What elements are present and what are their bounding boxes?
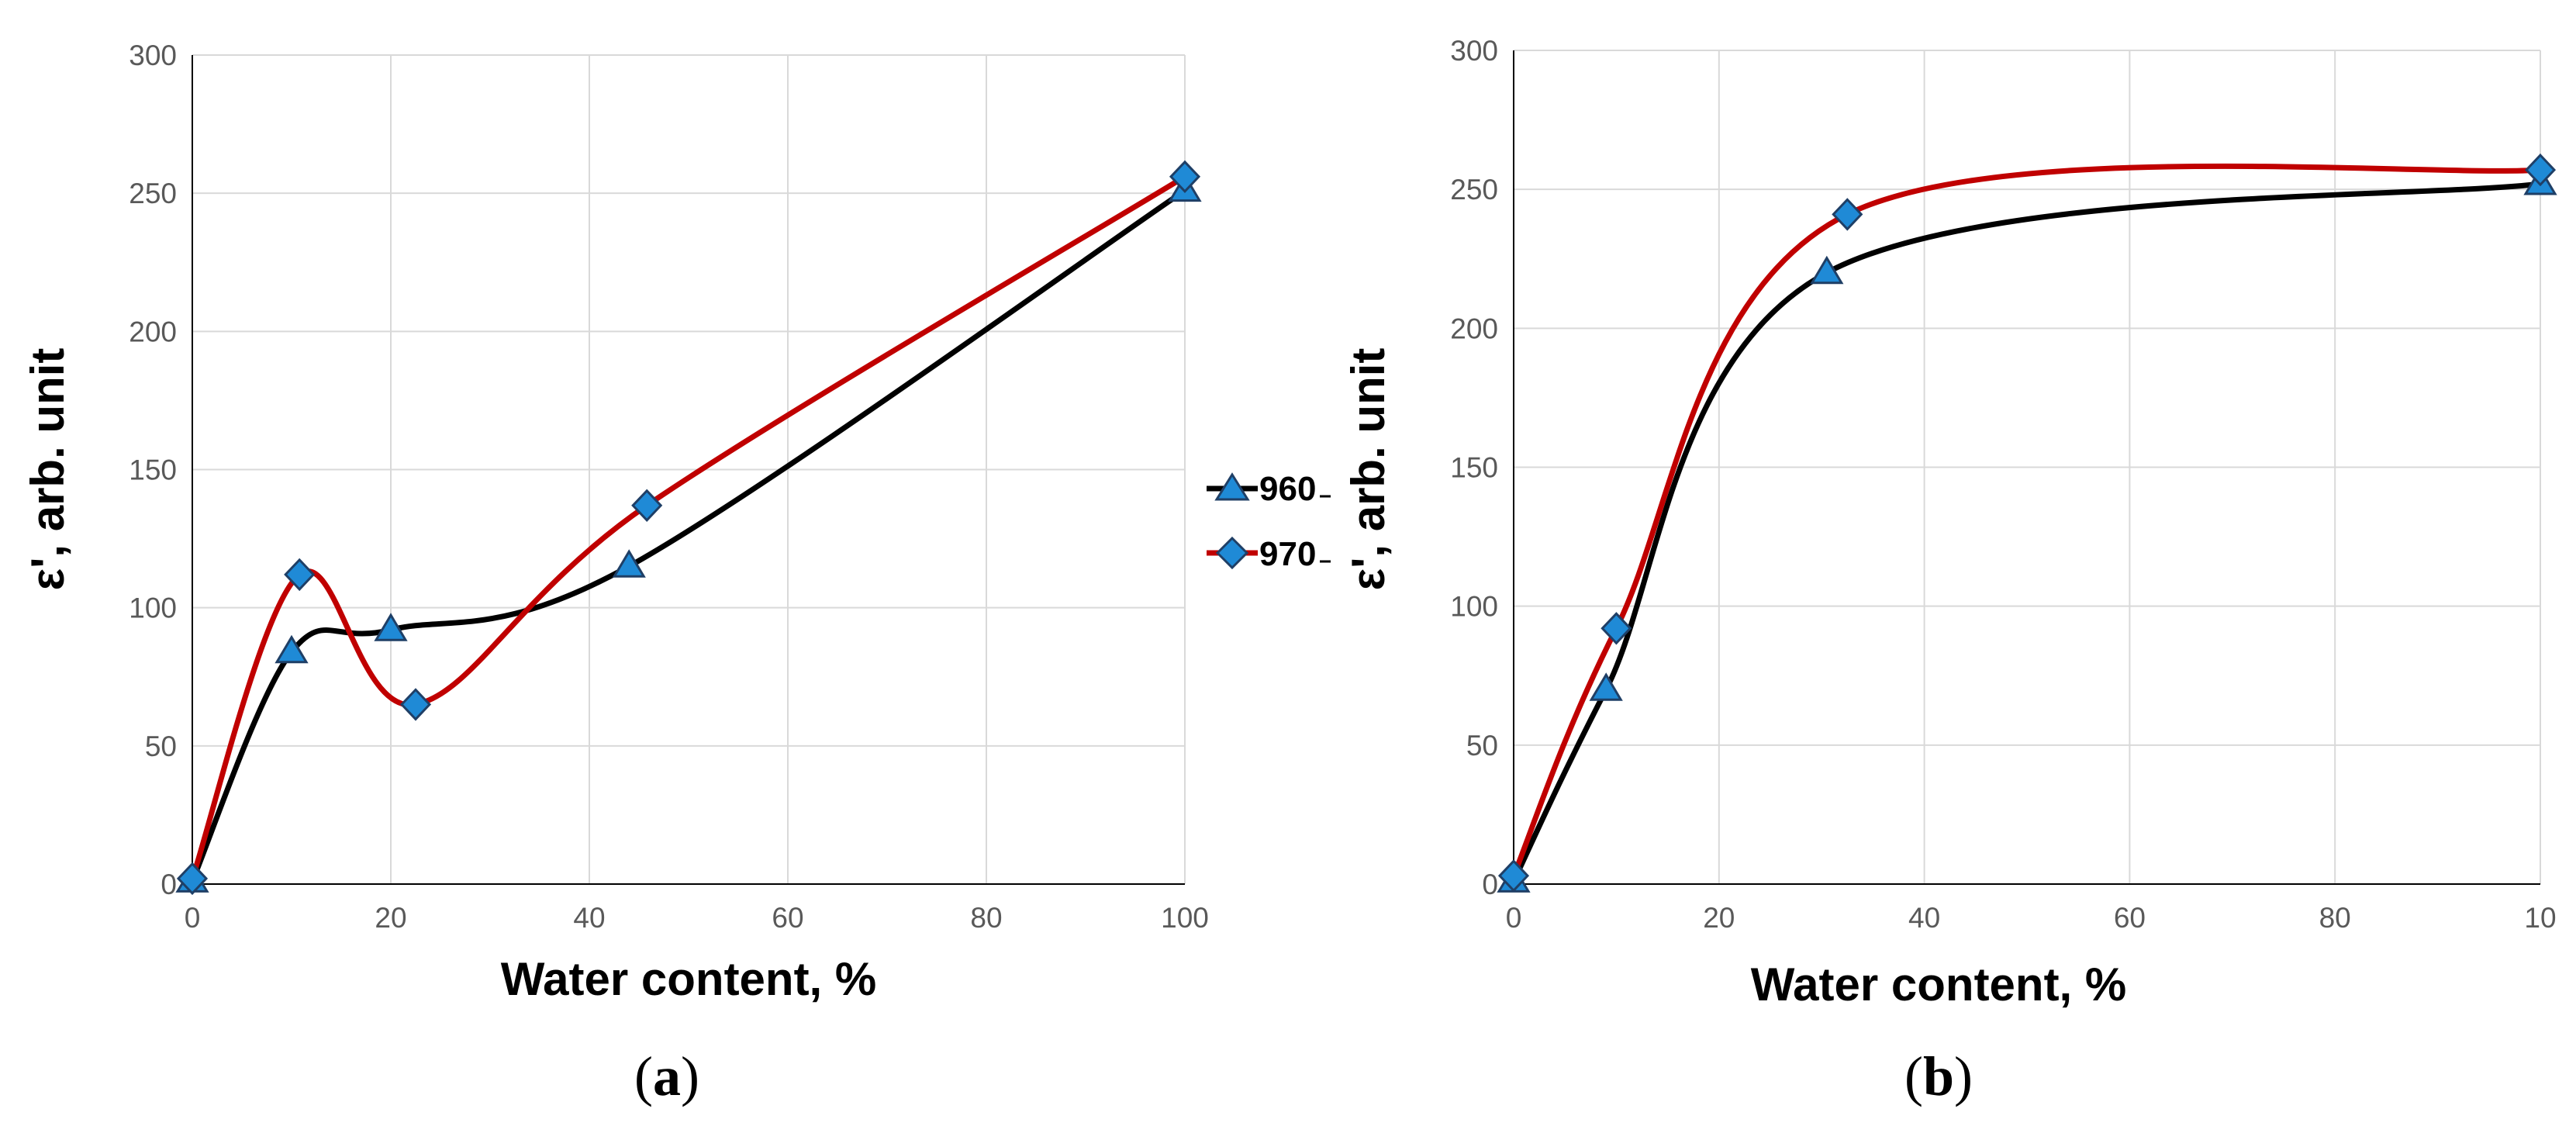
chart-a-point-960: [275, 634, 309, 664]
chart-b-point-970: [2524, 153, 2557, 187]
chart-a-x-tick-label: 80: [970, 902, 1002, 934]
chart-a-point-970: [631, 489, 663, 522]
chart-a-y-tick-label: 100: [129, 592, 177, 624]
chart-b-x-tick-label: 40: [1908, 902, 1940, 934]
legend-label-960: 960: [1259, 470, 1316, 508]
chart-b-point-960: [1810, 255, 1844, 285]
chart-a-legend: 960 970: [1207, 470, 1331, 573]
chart-b-point-970: [1832, 198, 1863, 231]
chart-a-y-tick-label: 150: [129, 454, 177, 486]
chart-b-y-axis-title: ε', arb. unit: [1342, 348, 1394, 591]
chart-b-x-tick-label: 0: [1506, 902, 1522, 934]
chart-a-y-ticks: 0 50 100 150 200 250 300: [129, 40, 177, 900]
chart-b-line-960: [1511, 181, 2543, 884]
chart-a-series-lines: [189, 174, 1188, 884]
chart-a-point-970: [176, 862, 209, 896]
legend-label-970: 970: [1259, 535, 1316, 573]
chart-a-x-axis-title: Water content, %: [501, 953, 876, 1005]
chart-b-y-tick-label: 250: [1450, 174, 1498, 206]
chart-b-x-ticks: 0 20 40 60 80 10: [1506, 902, 2557, 934]
chart-b-x-tick-label: 20: [1703, 902, 1735, 934]
chart-a-x-tick-label: 60: [772, 902, 803, 934]
chart-a-point-960: [374, 613, 408, 641]
chart-panel-a: 0 50 100 150 200 250 300 0 20 40 60 80 100 Water co…: [22, 40, 1331, 1107]
chart-a-x-tick-label: 0: [185, 902, 201, 934]
chart-panel-b: 0 50 100 150 200 250 300 0 20 40 60 80 10 Water con…: [1342, 35, 2557, 1107]
chart-b-x-tick-label: 10: [2524, 902, 2556, 934]
legend-item-960: 960: [1207, 470, 1331, 508]
chart-a-line-960: [189, 188, 1188, 884]
chart-b-y-tick-label: 0: [1482, 869, 1498, 900]
chart-a-point-960: [612, 549, 646, 578]
chart-b-markers: [1497, 153, 2557, 893]
chart-b-panel-label: (b): [1904, 1045, 1973, 1107]
chart-b-series-lines: [1511, 163, 2543, 884]
chart-a-y-tick-label: 200: [129, 316, 177, 347]
chart-a-y-tick-label: 0: [161, 869, 177, 900]
chart-b-x-tick-label: 80: [2319, 902, 2351, 934]
chart-a-y-tick-label: 300: [129, 40, 177, 71]
chart-a-point-970: [284, 558, 316, 592]
chart-b-x-axis-title: Water content, %: [1751, 959, 2126, 1010]
chart-b-point-960: [1589, 672, 1623, 701]
chart-a-markers: [175, 160, 1202, 896]
chart-b-y-tick-label: 100: [1450, 591, 1498, 623]
legend-item-970: 970: [1207, 535, 1331, 573]
chart-b-x-tick-label: 60: [2114, 902, 2146, 934]
chart-b-y-tick-label: 200: [1450, 313, 1498, 344]
chart-b-point-970: [1497, 859, 1530, 893]
legend-marker-960: [1214, 472, 1250, 501]
chart-b-line-970: [1511, 163, 2543, 879]
chart-a-panel-label: (a): [634, 1045, 699, 1107]
chart-a-gridlines: [192, 54, 1186, 884]
chart-b-y-tick-label: 300: [1450, 35, 1498, 67]
chart-b-y-ticks: 0 50 100 150 200 250 300: [1450, 35, 1498, 900]
chart-a-y-axis-title: ε', arb. unit: [22, 348, 74, 591]
chart-a-x-tick-label: 100: [1161, 902, 1209, 934]
chart-a-x-tick-label: 20: [375, 902, 406, 934]
chart-b-y-tick-label: 50: [1466, 730, 1498, 762]
chart-b-point-970: [1601, 612, 1632, 645]
chart-a-y-tick-label: 250: [129, 178, 177, 209]
chart-a-x-tick-label: 40: [573, 902, 605, 934]
chart-a-line-970: [189, 174, 1188, 882]
chart-a-y-tick-label: 50: [145, 731, 177, 762]
chart-a-point-970: [1169, 160, 1201, 193]
chart-a-x-ticks: 0 20 40 60 80 100: [185, 902, 1209, 934]
chart-b-y-tick-label: 150: [1450, 452, 1498, 484]
legend-marker-970: [1215, 536, 1249, 570]
chart-a-point-970: [399, 688, 432, 721]
